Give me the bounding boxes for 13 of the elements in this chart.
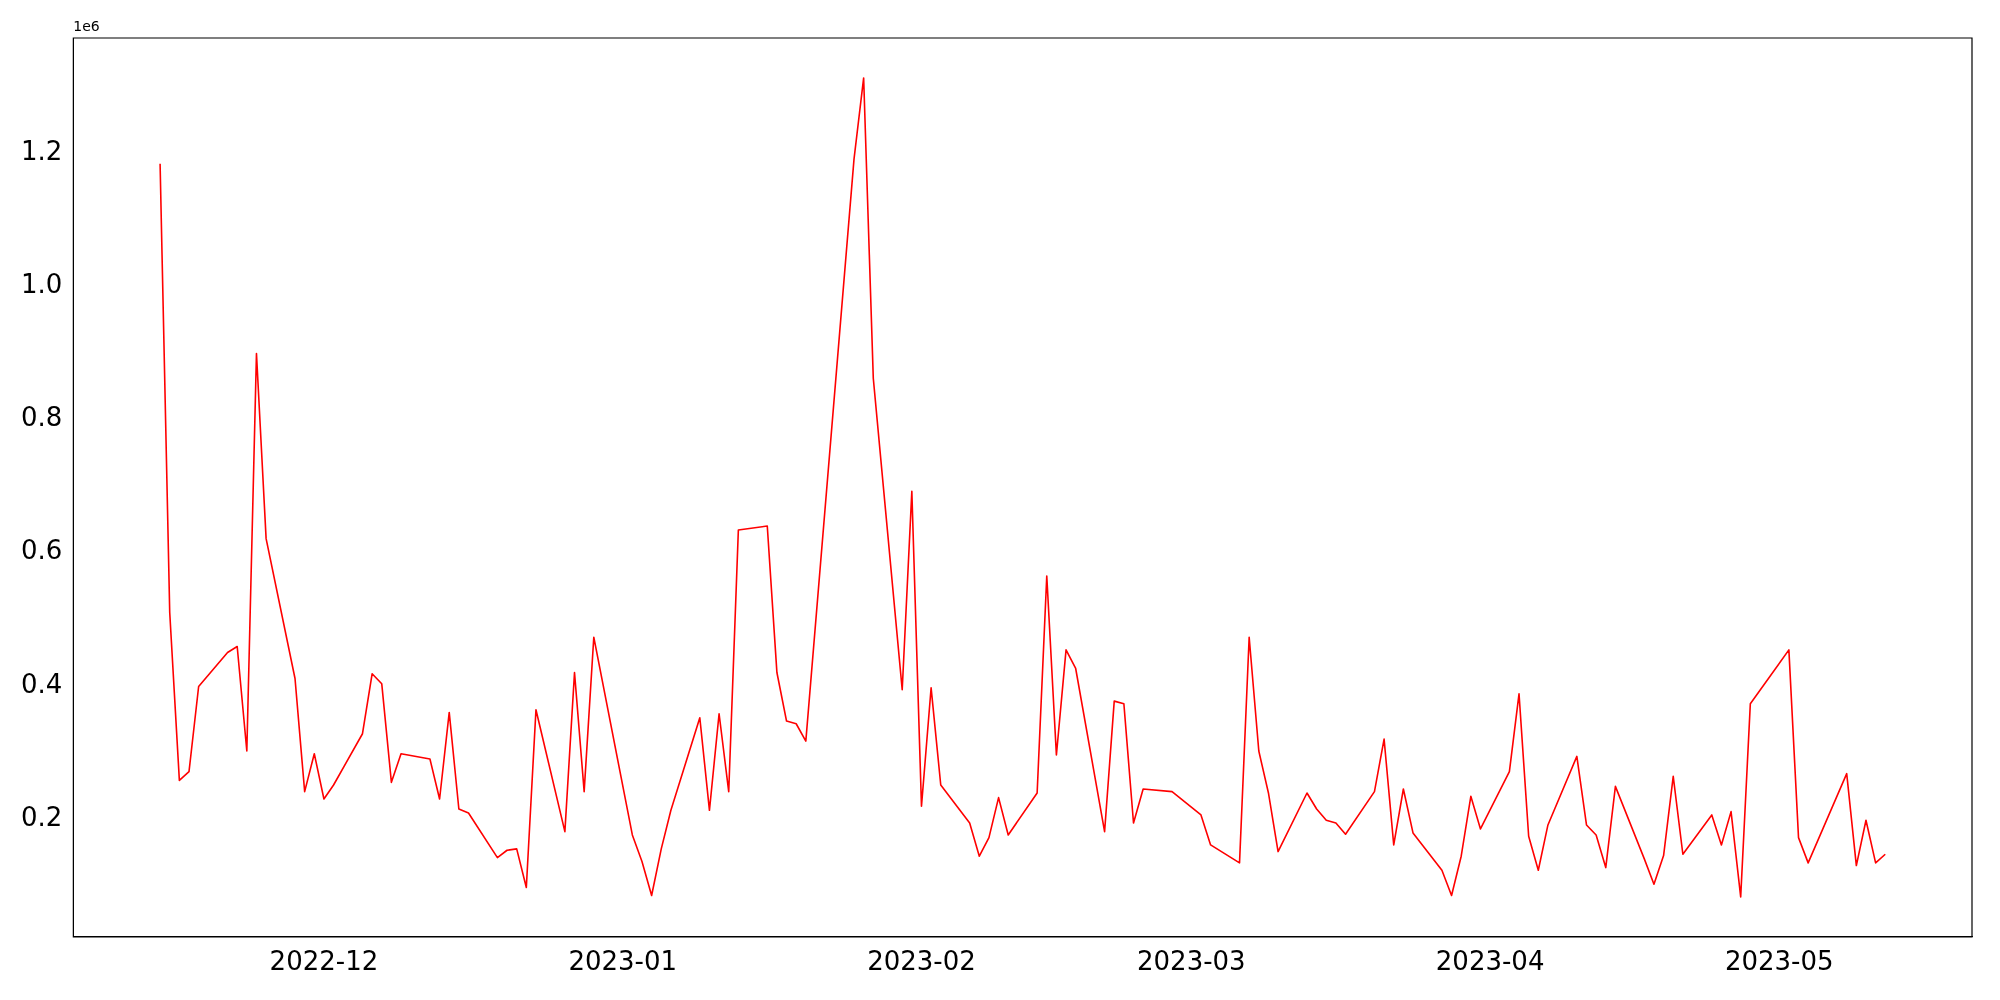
y-tick-label: 0.2 [20,801,63,832]
y-tick-label: 0.4 [20,668,63,699]
x-tick-label: 2023-05 [1724,946,1834,977]
y-tick-label: 0.6 [20,535,63,566]
x-tick-label: 2023-03 [1137,946,1246,977]
x-tick-label: 2023-02 [867,946,976,977]
y-tick-label: 1.2 [20,135,63,166]
text: 1e6 [73,17,100,34]
y-tick-label: 0.8 [20,402,63,433]
x-tick-label: 2023-01 [568,946,678,977]
x-tick-label: 2023-04 [1435,946,1545,977]
x-tick-label: 2022-12 [269,946,379,977]
y-tick-label: 1.0 [20,269,63,300]
